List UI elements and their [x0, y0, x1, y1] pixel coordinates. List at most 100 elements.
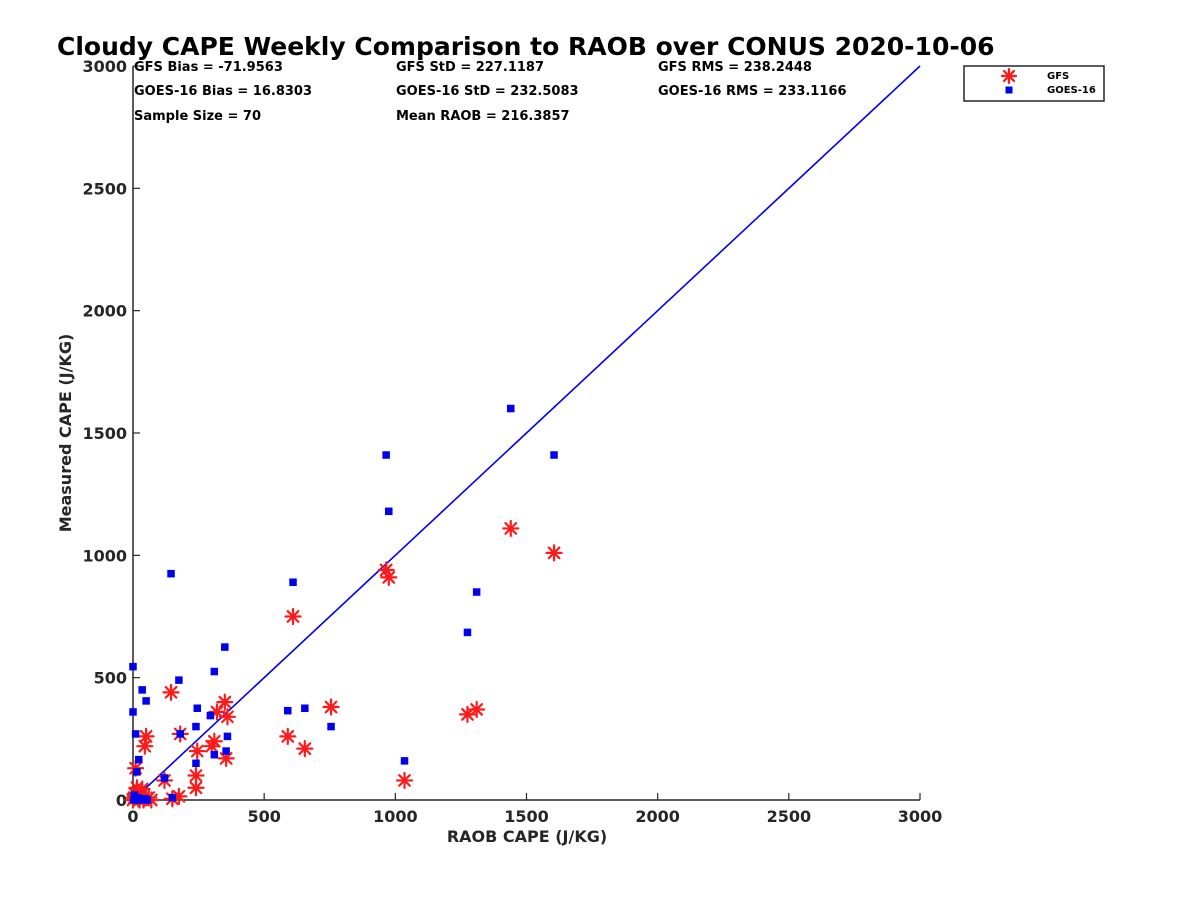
- goes16-point: [192, 759, 200, 768]
- x-tick-label: 500: [247, 807, 280, 826]
- gfs-point: [203, 737, 221, 755]
- gfs-point: [322, 698, 340, 716]
- gfs-point: [187, 779, 205, 797]
- gfs-point: [217, 749, 235, 768]
- goes16-point: [327, 722, 335, 731]
- goes16-point: [131, 730, 140, 738]
- gfs-point: [545, 544, 563, 562]
- gfs-point: [395, 771, 414, 790]
- gfs-point: [162, 683, 180, 701]
- legend-box: [963, 65, 1105, 102]
- stat-goes16-bias: GOES-16 Bias = 16.8303: [134, 84, 312, 99]
- goes16-point: [210, 750, 219, 759]
- goes16-point: [192, 722, 200, 731]
- gfs-point: [458, 705, 477, 723]
- gfs-point: [377, 561, 395, 579]
- stat-sample-size: Sample Size = 70: [134, 109, 261, 124]
- stat-goes16-rms: GOES-16 RMS = 233.1166: [658, 84, 847, 99]
- gfs-point: [284, 607, 302, 626]
- x-axis-label: RAOB CAPE (J/KG): [447, 827, 607, 846]
- legend-gfs-symbol: [1000, 67, 1018, 85]
- gfs-point: [502, 519, 520, 538]
- goes16-point: [222, 747, 230, 755]
- stats-block: GFS Bias = -71.9563 GFS StD = 227.1187 G…: [134, 60, 847, 124]
- goes16-point: [550, 451, 558, 459]
- goes16-point: [223, 732, 232, 741]
- y-axis-label: Measured CAPE (J/KG): [56, 334, 75, 533]
- goes16-point: [472, 588, 481, 596]
- goes16-point: [167, 569, 175, 578]
- one-to-one-reference-line: [132, 65, 921, 801]
- goes16-point: [129, 708, 137, 716]
- goes16-point: [168, 793, 177, 802]
- x-tick-label: 2500: [767, 807, 812, 826]
- goes16-point: [142, 697, 150, 705]
- y-tick-label: 2000: [82, 302, 127, 321]
- legend-goes16-label: GOES-16: [1047, 85, 1096, 96]
- gfs-point: [136, 737, 154, 755]
- axis-ticks: 0 500 1000 1500 2000 2500 3000 0 500 1000 1500 2000…: [82, 57, 942, 826]
- gfs-point: [142, 791, 160, 809]
- stat-gfs-bias: GFS Bias = -71.9563: [134, 60, 283, 75]
- x-tick-label: 1000: [373, 807, 418, 826]
- stat-gfs-rms: GFS RMS = 238.2448: [658, 60, 812, 75]
- goes16-point: [143, 796, 152, 804]
- y-tick-label: 3000: [82, 57, 127, 76]
- goes16-point: [135, 755, 143, 764]
- gfs-point: [216, 693, 234, 711]
- y-tick-label: 2500: [82, 179, 127, 198]
- series-goes16: [129, 404, 558, 804]
- goes16-point: [129, 662, 137, 671]
- goes16-point: [284, 706, 292, 715]
- goes16-point: [289, 578, 297, 586]
- gfs-point: [208, 703, 226, 721]
- goes16-point: [193, 704, 202, 712]
- chart-title: Cloudy CAPE Weekly Comparison to RAOB ov…: [57, 32, 995, 61]
- y-tick-label: 500: [94, 669, 127, 688]
- gfs-point: [187, 766, 205, 785]
- goes16-point: [133, 768, 141, 776]
- gfs-point: [218, 708, 237, 726]
- gfs-point: [188, 742, 206, 760]
- goes16-point: [463, 628, 472, 637]
- goes16-point: [382, 451, 390, 459]
- gfs-point: [468, 700, 486, 719]
- goes16-point: [301, 704, 309, 712]
- x-tick-label: 0: [127, 807, 138, 826]
- gfs-point: [128, 779, 146, 797]
- legend-goes16-marker: [1005, 86, 1013, 94]
- data-series: [124, 404, 563, 809]
- x-tick-label: 3000: [898, 807, 943, 826]
- goes16-point: [507, 404, 515, 413]
- goes16-point: [175, 676, 183, 684]
- legend-gfs-label: GFS: [1047, 71, 1069, 82]
- x-tick-label: 2000: [635, 807, 680, 826]
- legend: GFS GOES-16: [963, 65, 1105, 102]
- gfs-point: [170, 787, 188, 805]
- gfs-point: [380, 568, 398, 586]
- gfs-point: [296, 740, 314, 758]
- x-tick-label: 1500: [504, 807, 549, 826]
- legend-gfs-marker: [1000, 67, 1018, 85]
- stat-goes16-std: GOES-16 StD = 232.5083: [396, 84, 579, 99]
- goes16-point: [176, 730, 184, 738]
- goes16-point: [400, 757, 409, 765]
- legend-goes16-symbol: [1005, 86, 1013, 94]
- goes16-point: [135, 796, 144, 804]
- goes16-point: [138, 686, 146, 694]
- gfs-point: [205, 732, 223, 750]
- y-tick-label: 1000: [82, 546, 127, 565]
- stat-mean-raob: Mean RAOB = 216.3857: [396, 109, 570, 124]
- series-gfs: [124, 519, 563, 809]
- goes16-point: [385, 507, 393, 516]
- y-tick-label: 1500: [82, 424, 127, 443]
- stat-gfs-std: GFS StD = 227.1187: [396, 60, 544, 75]
- goes16-point: [221, 643, 229, 651]
- goes16-point: [160, 774, 169, 782]
- goes16-point: [206, 711, 215, 720]
- gfs-point: [133, 780, 151, 798]
- y-tick-label: 0: [116, 791, 127, 810]
- gfs-point: [279, 727, 297, 745]
- plot-area: 0 500 1000 1500 2000 2500 3000 0 500 1000 1500 2000…: [82, 57, 942, 826]
